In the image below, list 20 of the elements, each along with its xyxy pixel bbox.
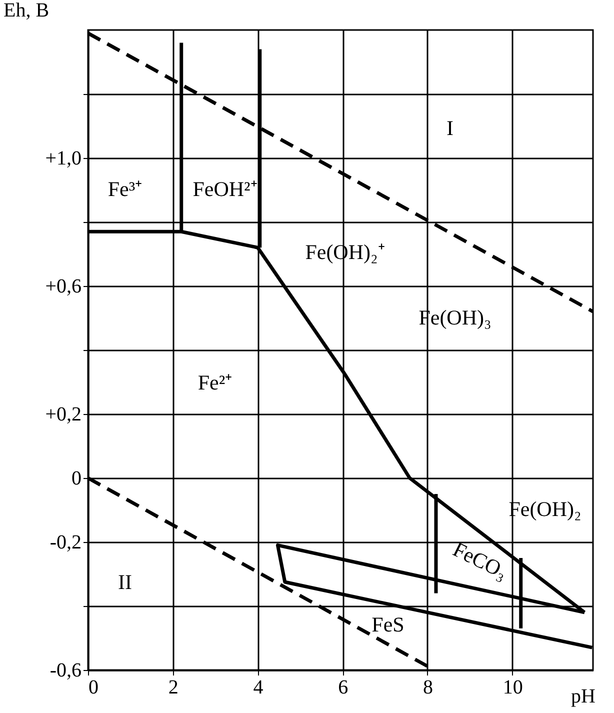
x-tick-label: 10 [502,676,523,698]
y-tick-label: +1,0 [45,148,82,170]
annotation: FeS [372,612,404,637]
x-tick-label: 4 [253,676,264,698]
annotation: Fe³⁺ [108,177,142,201]
y-tick-label: -0,6 [50,660,82,682]
x-tick-label: 6 [338,676,348,698]
y-tick-label: +0,6 [45,276,82,298]
x-axis-title: pH [571,686,596,708]
annotation: Fe²⁺ [198,370,232,395]
y-axis-title: Eh, В [4,0,50,22]
annotation: FeOH²⁺ [192,177,258,201]
y-tick-label: +0,2 [45,404,82,426]
x-tick-label: 2 [168,676,178,698]
y-tick-label: -0,2 [50,532,82,554]
annotation: I [446,116,454,140]
annotation: II [118,570,132,594]
x-tick-label: 8 [422,676,433,698]
y-tick-label: 0 [72,468,82,490]
x-tick-label: 0 [88,676,98,698]
